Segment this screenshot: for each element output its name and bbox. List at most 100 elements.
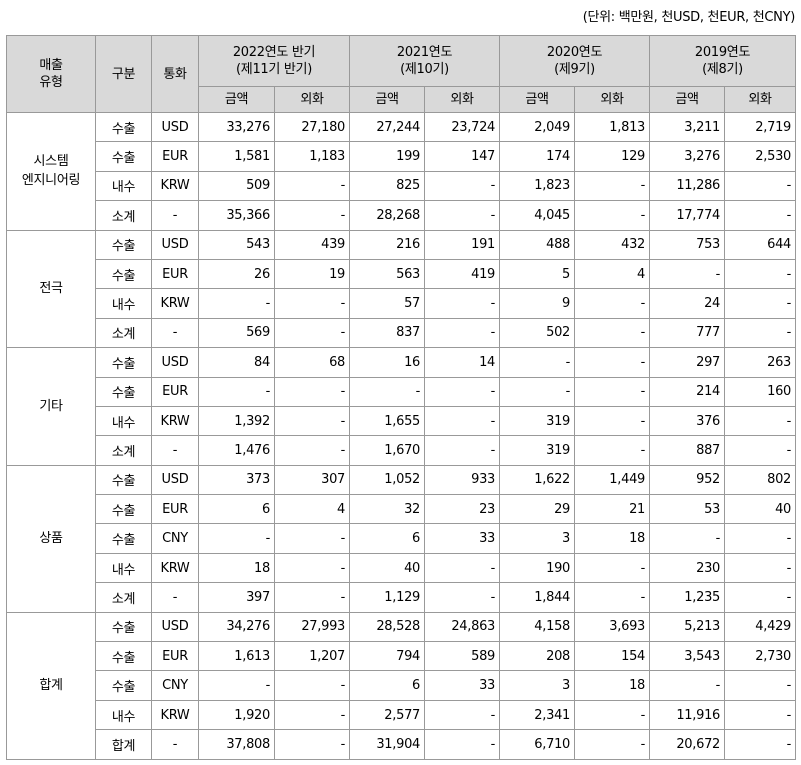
foreign-cell: 933 [424, 464, 501, 496]
amount-cell: 84 [198, 347, 275, 378]
amount-cell: 502 [499, 317, 576, 349]
foreign-cell: - [724, 288, 797, 319]
foreign-cell: 2,530 [724, 141, 797, 172]
amount-cell: 16 [349, 347, 426, 378]
table-row: 전극 수출 USD 543 439 216 191 488 432 753 644 [6, 229, 797, 349]
foreign-cell: - [724, 699, 797, 731]
foreign-cell: - [724, 552, 797, 584]
foreign-cell: 27,180 [273, 111, 351, 143]
foreign-cell: - [574, 405, 651, 437]
foreign-cell: 589 [424, 641, 501, 672]
foreign-cell: - [724, 523, 797, 554]
amount-cell: - [499, 376, 576, 407]
foreign-cell: - [724, 317, 797, 349]
amount-cell: 1,392 [198, 405, 275, 437]
currency-cell: KRW [151, 552, 199, 584]
foreign-cell: 191 [424, 229, 501, 260]
foreign-cell: - [574, 347, 651, 378]
foreign-cell: 1,183 [273, 141, 351, 172]
amount-cell: - [649, 670, 726, 701]
foreign-cell: - [724, 670, 797, 701]
table-row: 기타 수출 USD 84 68 16 14- -297 263 [6, 347, 797, 466]
table-row: 상품 수출 USD 373 307 1,052 933 1,622 1,449 952 802 [6, 464, 797, 613]
table-row: 소계 -569-837-502-777- [7, 317, 797, 349]
amount-cell: 35,366 [198, 200, 275, 231]
amount-cell: 1,235 [649, 582, 726, 613]
amount-cell: 887 [649, 435, 726, 466]
foreign-cell: - [574, 317, 651, 349]
foreign-cell: - [273, 729, 351, 760]
sales-type-cell: 합계 [6, 611, 96, 760]
amount-cell: 376 [649, 405, 726, 437]
foreign-cell: - [724, 405, 797, 437]
category-cell: 합계 [95, 729, 152, 760]
header-amount: 금액 [198, 86, 275, 113]
amount-cell: 20,672 [649, 729, 726, 760]
amount-cell: - [349, 376, 426, 407]
foreign-cell: - [424, 699, 501, 731]
foreign-cell: 1,207 [273, 641, 351, 672]
amount-cell: - [198, 670, 275, 701]
category-cell: 소계 [95, 435, 152, 466]
amount-cell: 319 [499, 435, 576, 466]
category-cell: 소계 [95, 200, 152, 231]
foreign-cell: 307 [273, 464, 351, 496]
foreign-cell: - [273, 200, 351, 231]
amount-cell: 216 [349, 229, 426, 260]
header-foreign: 외화 [574, 86, 651, 113]
amount-cell: 190 [499, 552, 576, 584]
foreign-cell: - [574, 435, 651, 466]
amount-cell: - [649, 258, 726, 290]
currency-cell: EUR [151, 376, 199, 407]
amount-cell: 1,476 [198, 435, 275, 466]
foreign-cell: - [424, 200, 501, 231]
table-row: 수출 EUR 26 19 563 419 5 4- - [7, 258, 797, 290]
currency-cell: KRW [151, 405, 199, 437]
foreign-cell: - [424, 582, 501, 613]
foreign-cell: 4 [574, 258, 651, 290]
table-row: 수출 EUR 6 4 32 23 29 21 53 40 [7, 494, 797, 525]
foreign-cell: - [574, 288, 651, 319]
foreign-cell: 263 [724, 347, 797, 378]
header-foreign: 외화 [273, 86, 351, 113]
header-category: 구분 [95, 35, 152, 113]
amount-cell: 6 [349, 523, 426, 554]
table-row: 수출 EUR 1,613 1,207 794 589 208 154 3,543 2,730 [7, 641, 797, 672]
amount-cell: 11,916 [649, 699, 726, 731]
amount-cell: 3 [499, 670, 576, 701]
amount-cell: 18 [198, 552, 275, 584]
foreign-cell: 33 [424, 523, 501, 554]
amount-cell: 1,581 [198, 141, 275, 172]
header-period-2020: 2020연도 (제9기) [499, 35, 651, 87]
foreign-cell: - [273, 288, 351, 319]
category-cell: 내수 [95, 405, 152, 437]
foreign-cell: - [574, 376, 651, 407]
header-amount: 금액 [499, 86, 576, 113]
amount-cell: - [499, 347, 576, 378]
amount-cell: 543 [198, 229, 275, 260]
currency-cell: USD [151, 611, 199, 643]
foreign-cell: 644 [724, 229, 797, 260]
currency-cell: EUR [151, 641, 199, 672]
table-row: 내수 KRW - -57-9-24- [7, 288, 797, 319]
foreign-cell: - [424, 170, 501, 202]
amount-cell: 1,920 [198, 699, 275, 731]
foreign-cell: 14 [424, 347, 501, 378]
foreign-cell: 2,719 [724, 111, 797, 143]
foreign-cell: 21 [574, 494, 651, 525]
amount-cell: 1,823 [499, 170, 576, 202]
foreign-cell: - [424, 405, 501, 437]
amount-cell: 569 [198, 317, 275, 349]
foreign-cell: 3,693 [574, 611, 651, 643]
amount-cell: - [198, 523, 275, 554]
foreign-cell: - [424, 729, 501, 760]
foreign-cell: - [724, 170, 797, 202]
table-row: 시스템 엔지니어링 수출 USD 33,276 27,180 27,244 23,724 2,0… [6, 111, 797, 231]
foreign-cell: 439 [273, 229, 351, 260]
sales-type-cell: 기타 [6, 347, 96, 466]
amount-cell: 2,577 [349, 699, 426, 731]
foreign-cell: 129 [574, 141, 651, 172]
category-cell: 수출 [95, 141, 152, 172]
table-row: 합계 -37,808-31,904-6,710-20,672- [7, 729, 797, 760]
amount-cell: 777 [649, 317, 726, 349]
